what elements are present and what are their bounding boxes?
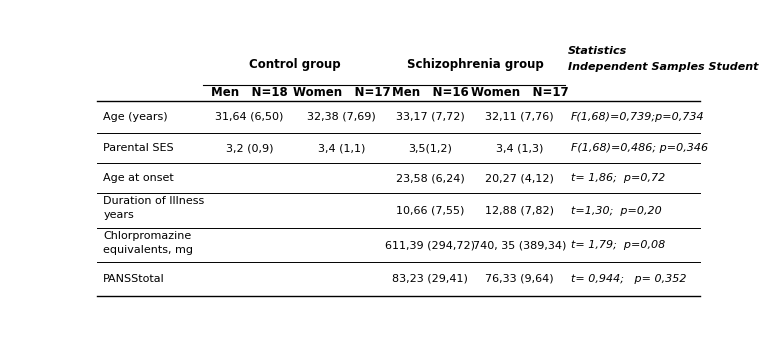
Text: Schizophrenia group: Schizophrenia group — [407, 57, 544, 71]
Text: 32,11 (7,76): 32,11 (7,76) — [485, 112, 554, 122]
Text: PANSStotal: PANSStotal — [103, 274, 165, 284]
Text: 3,5(1,2): 3,5(1,2) — [408, 143, 452, 153]
Text: 3,4 (1,3): 3,4 (1,3) — [496, 143, 543, 153]
Text: t= 0,944;   p= 0,352: t= 0,944; p= 0,352 — [570, 274, 686, 284]
Text: Age at onset: Age at onset — [103, 173, 174, 183]
Text: 740, 35 (389,34): 740, 35 (389,34) — [472, 240, 566, 250]
Text: F(1,68)=0,739;p=0,734: F(1,68)=0,739;p=0,734 — [570, 112, 704, 122]
Text: Men   N=16: Men N=16 — [392, 86, 469, 100]
Text: Women   N=17: Women N=17 — [471, 86, 568, 100]
Text: Chlorpromazine
equivalents, mg: Chlorpromazine equivalents, mg — [103, 231, 193, 255]
Text: Duration of Illness
years: Duration of Illness years — [103, 196, 205, 220]
Text: 10,66 (7,55): 10,66 (7,55) — [396, 206, 464, 216]
Text: 83,23 (29,41): 83,23 (29,41) — [392, 274, 468, 284]
Text: 31,64 (6,50): 31,64 (6,50) — [216, 112, 284, 122]
Text: Parental SES: Parental SES — [103, 143, 174, 153]
Text: Independent Samples Student: Independent Samples Student — [568, 62, 758, 72]
Text: 32,38 (7,69): 32,38 (7,69) — [307, 112, 376, 122]
Text: 3,2 (0,9): 3,2 (0,9) — [226, 143, 273, 153]
Text: 76,33 (9,64): 76,33 (9,64) — [485, 274, 554, 284]
Text: Age (years): Age (years) — [103, 112, 168, 122]
Text: t= 1,86;  p=0,72: t= 1,86; p=0,72 — [570, 173, 665, 183]
Text: Statistics: Statistics — [568, 46, 627, 56]
Text: 12,88 (7,82): 12,88 (7,82) — [485, 206, 554, 216]
Text: 20,27 (4,12): 20,27 (4,12) — [485, 173, 554, 183]
Text: t=1,30;  p=0,20: t=1,30; p=0,20 — [570, 206, 661, 216]
Text: 33,17 (7,72): 33,17 (7,72) — [396, 112, 464, 122]
Text: 3,4 (1,1): 3,4 (1,1) — [317, 143, 365, 153]
Text: 611,39 (294,72): 611,39 (294,72) — [385, 240, 475, 250]
Text: Women   N=17: Women N=17 — [293, 86, 391, 100]
Text: 23,58 (6,24): 23,58 (6,24) — [396, 173, 464, 183]
Text: t= 1,79;  p=0,08: t= 1,79; p=0,08 — [570, 240, 665, 250]
Text: Control group: Control group — [249, 57, 341, 71]
Text: F(1,68)=0,486; p=0,346: F(1,68)=0,486; p=0,346 — [570, 143, 708, 153]
Text: Men   N=18: Men N=18 — [211, 86, 288, 100]
